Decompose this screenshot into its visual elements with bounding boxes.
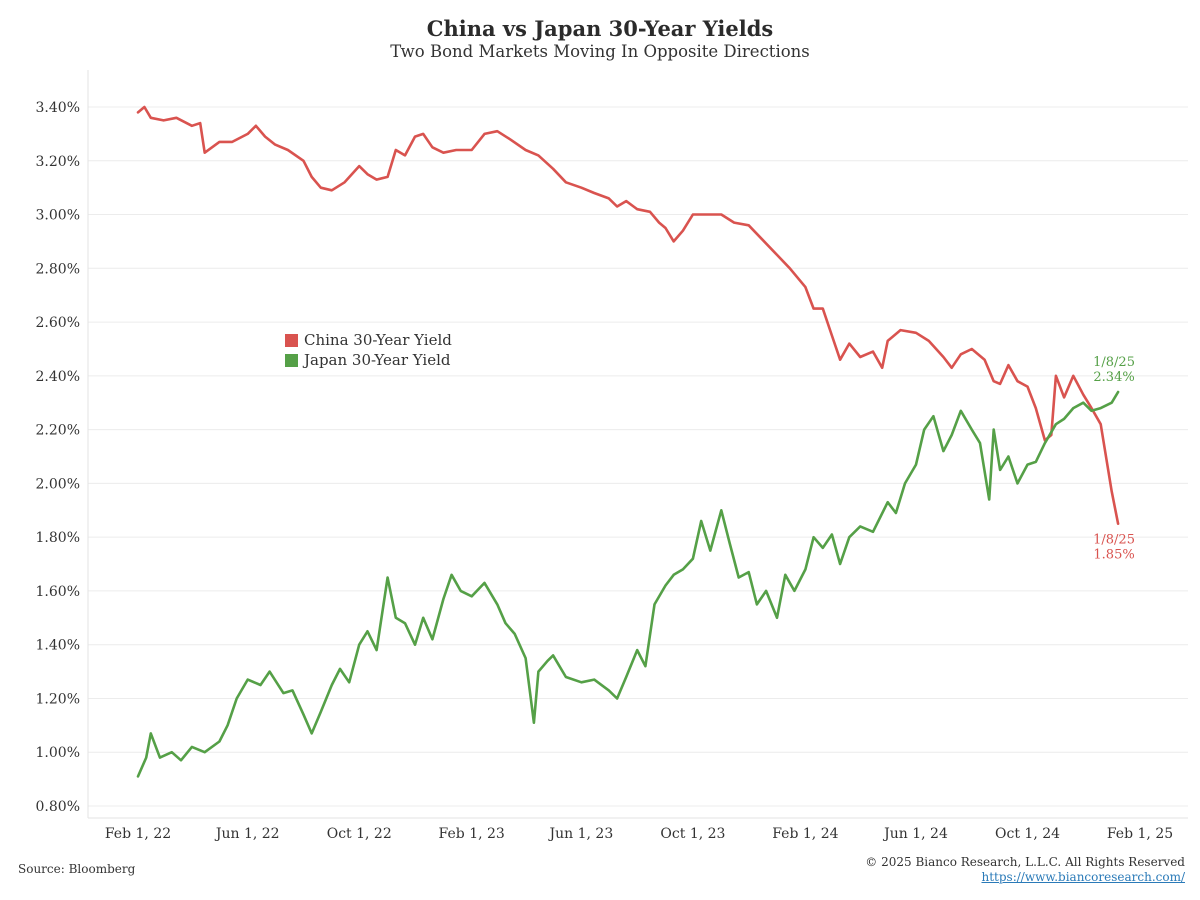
website-link[interactable]: https://www.biancoresearch.com/ xyxy=(981,870,1185,884)
y-tick-label: 3.00% xyxy=(36,208,80,224)
x-tick-label: Feb 1, 24 xyxy=(772,826,838,842)
x-tick-label: Jun 1, 23 xyxy=(548,826,614,842)
gridlines xyxy=(88,106,1188,807)
y-tick-label: 2.80% xyxy=(36,261,80,277)
x-tick-label: Oct 1, 22 xyxy=(327,826,392,842)
annotation-value: 1.85% xyxy=(1093,548,1134,563)
y-tick-label: 2.00% xyxy=(36,476,80,492)
x-tick-label: Feb 1, 25 xyxy=(1107,826,1173,842)
y-tick-label: 3.40% xyxy=(36,100,80,116)
legend: China 30-Year Yield Japan 30-Year Yield xyxy=(285,330,452,370)
y-tick-label: 2.40% xyxy=(36,369,80,385)
annotation-date: 1/8/25 xyxy=(1093,533,1135,548)
series-line-japan xyxy=(136,390,1120,778)
x-tick-label: Oct 1, 24 xyxy=(995,826,1060,842)
copyright-note: © 2025 Bianco Research, L.L.C. All Right… xyxy=(865,855,1185,869)
source-note: Source: Bloomberg xyxy=(18,862,136,876)
chart-subtitle: Two Bond Markets Moving In Opposite Dire… xyxy=(390,42,810,61)
y-tick-label: 3.20% xyxy=(36,154,80,170)
y-tick-label: 1.80% xyxy=(36,530,80,546)
series-lines xyxy=(136,105,1120,778)
legend-label-china: China 30-Year Yield xyxy=(304,331,452,349)
annotation-date: 1/8/25 xyxy=(1093,355,1135,370)
annotation-value: 2.34% xyxy=(1093,370,1134,385)
x-axis-ticks: Feb 1, 22 Jun 1, 22 Oct 1, 22 Feb 1, 23 Jun … xyxy=(105,826,1173,842)
y-tick-label: 0.80% xyxy=(36,799,80,815)
y-tick-label: 1.40% xyxy=(36,638,80,654)
y-tick-label: 2.20% xyxy=(36,423,80,439)
x-tick-label: Jun 1, 24 xyxy=(882,826,948,842)
legend-item-china: China 30-Year Yield xyxy=(285,330,452,350)
y-tick-label: 1.20% xyxy=(36,691,80,707)
x-tick-label: Feb 1, 23 xyxy=(439,826,505,842)
y-tick-label: 1.00% xyxy=(36,745,80,761)
x-tick-label: Jun 1, 22 xyxy=(214,826,280,842)
legend-swatch-japan xyxy=(285,353,298,367)
legend-label-japan: Japan 30-Year Yield xyxy=(304,351,451,369)
legend-item-japan: Japan 30-Year Yield xyxy=(285,350,452,370)
series-line-china xyxy=(136,105,1120,525)
chart-title: China vs Japan 30-Year Yields xyxy=(426,16,774,41)
x-tick-label: Oct 1, 23 xyxy=(660,826,725,842)
legend-swatch-china xyxy=(285,333,298,347)
y-tick-label: 1.60% xyxy=(36,584,80,600)
end-annotations: 1/8/252.34%1/8/251.85% xyxy=(1093,355,1135,563)
x-tick-label: Feb 1, 22 xyxy=(105,826,171,842)
y-tick-label: 2.60% xyxy=(36,315,80,331)
y-axis-ticks: 0.80% 1.00% 1.20% 1.40% 1.60% 1.80% 2.00% 2.20%… xyxy=(36,100,80,815)
